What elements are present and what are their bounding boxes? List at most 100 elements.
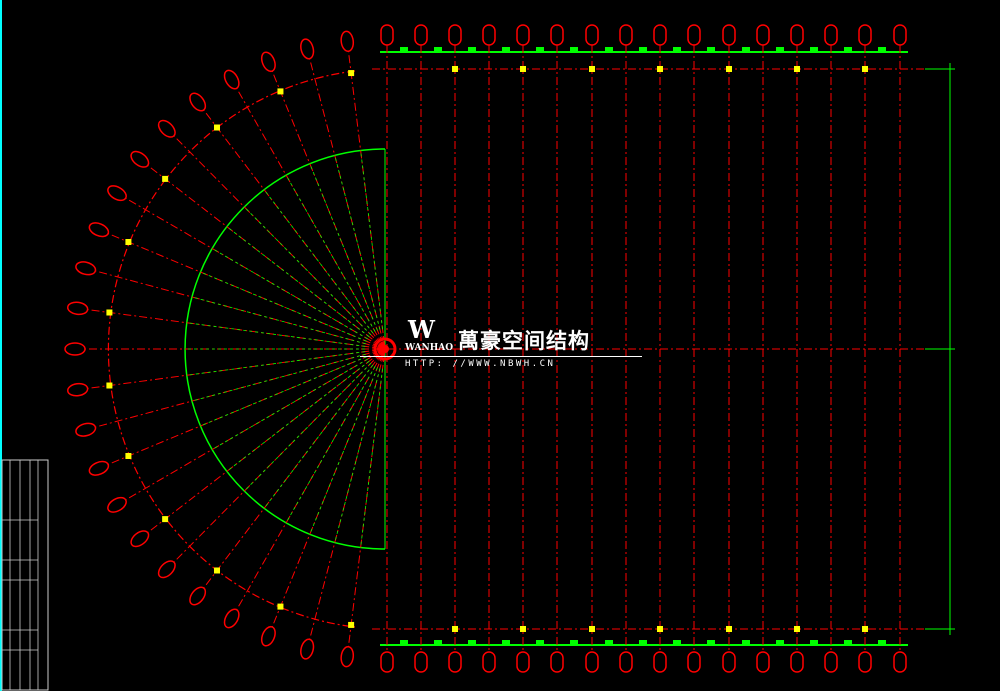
beam-tag xyxy=(707,640,715,644)
column-node xyxy=(106,309,113,316)
column-node xyxy=(162,516,169,523)
column-node xyxy=(794,66,800,72)
column-node xyxy=(106,382,113,389)
column-node xyxy=(162,175,169,182)
radial-axis-bubble xyxy=(300,638,315,660)
logo-underline xyxy=(360,356,642,357)
axis-bubble-top xyxy=(482,24,496,46)
radial-beam xyxy=(309,163,378,331)
radial-beam xyxy=(200,271,367,342)
title-block xyxy=(1,459,49,691)
radial-axis-line xyxy=(125,348,386,501)
beam-tag xyxy=(742,47,750,51)
column-node xyxy=(862,66,868,72)
beam-tag xyxy=(536,640,544,644)
radial-axis-bubble xyxy=(64,342,86,356)
radial-beam xyxy=(191,296,366,345)
column-node xyxy=(589,626,595,632)
column-node xyxy=(213,124,220,131)
beam-tag xyxy=(639,47,647,51)
axis-bubble-top xyxy=(380,24,394,46)
radial-axis-bubble xyxy=(157,560,176,579)
beam-tag xyxy=(536,47,544,51)
radial-axis-bubble xyxy=(223,608,240,629)
radial-beam xyxy=(211,248,368,340)
center-hub xyxy=(373,337,397,361)
radial-beam xyxy=(360,150,383,330)
axis-bubble-bottom xyxy=(756,651,770,673)
radial-axis-bubble xyxy=(300,38,315,60)
axis-bubble-top xyxy=(687,24,701,46)
logo-url: HTTP: //WWW.NBWH.CN xyxy=(405,359,556,369)
radial-beam xyxy=(309,367,378,535)
radial-beam xyxy=(243,206,372,336)
beam-tag xyxy=(639,640,647,644)
axis-bubble-top xyxy=(448,24,462,46)
axis-bubble-top xyxy=(653,24,667,46)
watermark-logo: W WANHAO 萬豪空间结构 HTTP: //WWW.NBWH.CN xyxy=(360,315,645,378)
beam-tag xyxy=(673,47,681,51)
radial-axis-bubble xyxy=(340,645,355,668)
radial-axis-bubble xyxy=(75,261,97,276)
radial-axis-bubble xyxy=(66,301,89,316)
radial-axis-line xyxy=(107,348,386,465)
axis-bubble-top xyxy=(550,24,564,46)
column-node xyxy=(348,70,355,77)
axis-bubble-top xyxy=(858,24,872,46)
radial-axis-bubble xyxy=(75,422,97,437)
column-node xyxy=(657,626,663,632)
column-node xyxy=(213,567,220,574)
column-node xyxy=(520,626,526,632)
beam-tag xyxy=(434,47,442,51)
beam-tag xyxy=(776,640,784,644)
beam-tag xyxy=(570,47,578,51)
axis-bubble-top xyxy=(619,24,633,46)
logo-mark: W xyxy=(408,315,435,344)
radial-beam xyxy=(360,368,383,548)
axis-bubble-top xyxy=(824,24,838,46)
beam-tag xyxy=(468,47,476,51)
radial-beam xyxy=(200,356,367,427)
beam-tag xyxy=(707,47,715,51)
column-node xyxy=(726,66,732,72)
beam-tag xyxy=(400,47,408,51)
beam-tag xyxy=(502,47,510,51)
axis-bubble-bottom xyxy=(482,651,496,673)
beam-tag xyxy=(605,640,613,644)
column-node xyxy=(452,66,458,72)
radial-beam xyxy=(186,322,366,347)
axis-bubble-top xyxy=(414,24,428,46)
axis-bubble-bottom xyxy=(585,651,599,673)
axis-bubble-bottom xyxy=(550,651,564,673)
column-node xyxy=(862,626,868,632)
logo-chinese-name: 萬豪空间结构 xyxy=(458,329,590,353)
radial-beam xyxy=(191,353,366,402)
radial-axis-bubble xyxy=(260,625,276,647)
radial-beam xyxy=(226,226,370,338)
radial-beam xyxy=(334,155,381,330)
radial-axis-bubble xyxy=(189,586,207,606)
radial-beam xyxy=(334,368,381,543)
beam-tag xyxy=(400,640,408,644)
radial-beam xyxy=(263,189,374,334)
radial-beam xyxy=(186,351,366,376)
column-node xyxy=(125,452,132,459)
beam-tag xyxy=(742,640,750,644)
axis-bubble-bottom xyxy=(516,651,530,673)
radial-axis-bubble xyxy=(189,92,207,112)
beam-tag xyxy=(878,640,886,644)
axis-bubble-top xyxy=(722,24,736,46)
beam-tag xyxy=(502,640,510,644)
column-node xyxy=(277,88,284,95)
axis-bubble-bottom xyxy=(380,651,394,673)
column-node xyxy=(726,626,732,632)
column-node xyxy=(125,239,132,246)
radial-beam xyxy=(211,358,368,450)
axis-bubble-top xyxy=(790,24,804,46)
axis-bubble-top xyxy=(756,24,770,46)
column-node xyxy=(589,66,595,72)
beam-tag xyxy=(844,47,852,51)
axis-bubble-bottom xyxy=(893,651,907,673)
radial-beam xyxy=(285,174,376,332)
